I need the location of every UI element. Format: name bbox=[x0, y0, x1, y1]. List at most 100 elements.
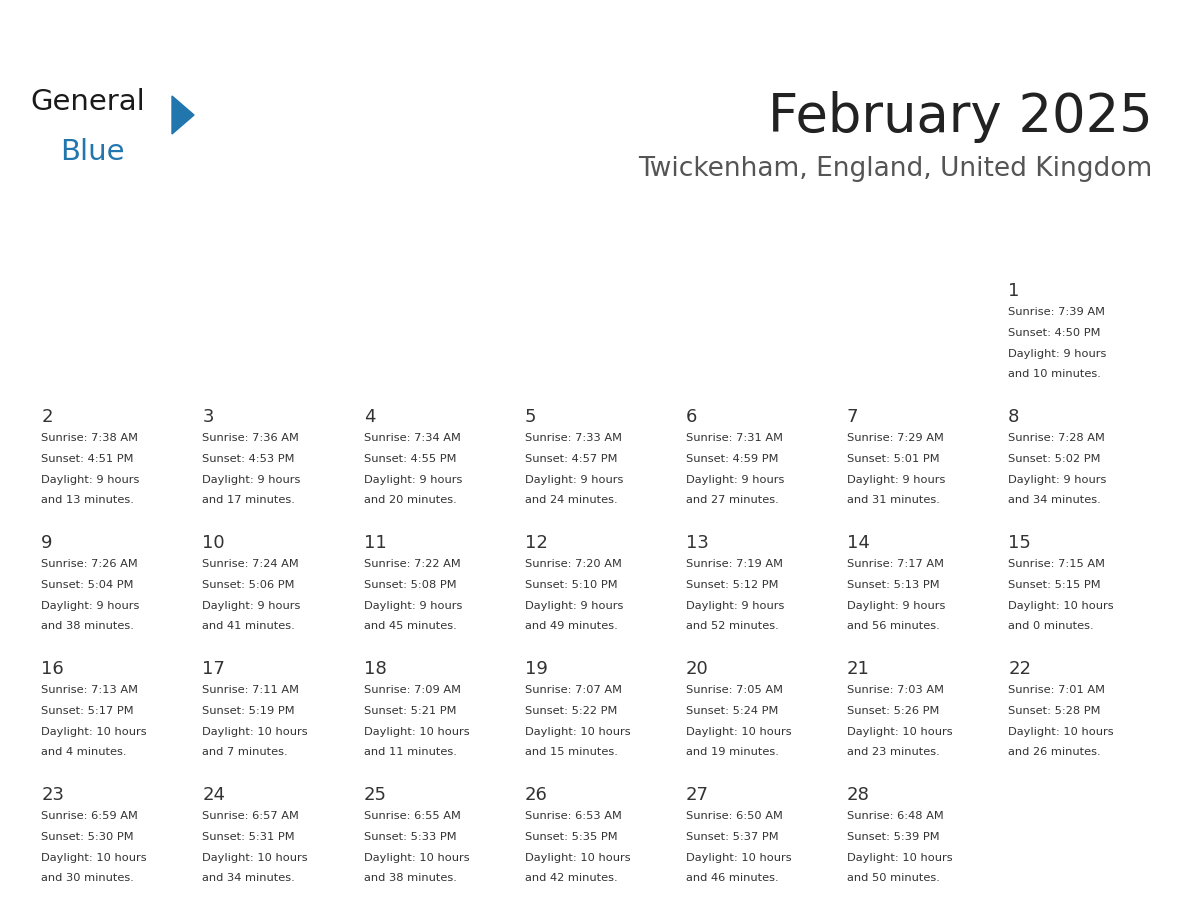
Text: Sunset: 5:26 PM: Sunset: 5:26 PM bbox=[847, 706, 940, 716]
Text: 18: 18 bbox=[364, 660, 386, 677]
Text: Daylight: 10 hours: Daylight: 10 hours bbox=[202, 853, 308, 863]
Text: Thursday: Thursday bbox=[684, 243, 778, 261]
Text: 28: 28 bbox=[847, 786, 870, 804]
Text: 8: 8 bbox=[1009, 408, 1019, 426]
Text: and 23 minutes.: and 23 minutes. bbox=[847, 747, 940, 757]
Text: and 19 minutes.: and 19 minutes. bbox=[685, 747, 778, 757]
Text: 21: 21 bbox=[847, 660, 870, 677]
Text: Sunrise: 7:11 AM: Sunrise: 7:11 AM bbox=[202, 685, 299, 695]
Text: and 34 minutes.: and 34 minutes. bbox=[1009, 496, 1101, 506]
Text: and 13 minutes.: and 13 minutes. bbox=[42, 496, 134, 506]
Text: Daylight: 9 hours: Daylight: 9 hours bbox=[364, 600, 462, 610]
Text: Sunset: 4:55 PM: Sunset: 4:55 PM bbox=[364, 453, 456, 464]
Text: Daylight: 10 hours: Daylight: 10 hours bbox=[364, 727, 469, 736]
Text: Sunset: 4:59 PM: Sunset: 4:59 PM bbox=[685, 453, 778, 464]
Text: Sunrise: 7:28 AM: Sunrise: 7:28 AM bbox=[1009, 433, 1105, 443]
Text: 6: 6 bbox=[685, 408, 697, 426]
Text: Sunset: 5:10 PM: Sunset: 5:10 PM bbox=[525, 580, 618, 589]
Text: and 11 minutes.: and 11 minutes. bbox=[364, 747, 456, 757]
Text: and 10 minutes.: and 10 minutes. bbox=[1009, 369, 1101, 379]
Text: 15: 15 bbox=[1009, 534, 1031, 552]
Text: Monday: Monday bbox=[201, 243, 279, 261]
Text: and 15 minutes.: and 15 minutes. bbox=[525, 747, 618, 757]
Text: Daylight: 9 hours: Daylight: 9 hours bbox=[847, 475, 946, 485]
Text: Friday: Friday bbox=[846, 243, 908, 261]
Text: 20: 20 bbox=[685, 660, 708, 677]
Text: Sunset: 5:02 PM: Sunset: 5:02 PM bbox=[1009, 453, 1100, 464]
Text: February 2025: February 2025 bbox=[767, 91, 1152, 143]
Text: 23: 23 bbox=[42, 786, 64, 804]
Text: Sunrise: 7:39 AM: Sunrise: 7:39 AM bbox=[1009, 307, 1105, 317]
Text: Daylight: 10 hours: Daylight: 10 hours bbox=[847, 853, 953, 863]
Text: Daylight: 10 hours: Daylight: 10 hours bbox=[847, 727, 953, 736]
Text: Daylight: 9 hours: Daylight: 9 hours bbox=[525, 600, 623, 610]
Text: Daylight: 9 hours: Daylight: 9 hours bbox=[1009, 475, 1106, 485]
Text: 5: 5 bbox=[525, 408, 536, 426]
Text: Sunrise: 7:31 AM: Sunrise: 7:31 AM bbox=[685, 433, 783, 443]
Text: 22: 22 bbox=[1009, 660, 1031, 677]
Text: and 7 minutes.: and 7 minutes. bbox=[202, 747, 287, 757]
Text: Sunset: 5:12 PM: Sunset: 5:12 PM bbox=[685, 580, 778, 589]
Text: Sunrise: 6:53 AM: Sunrise: 6:53 AM bbox=[525, 811, 621, 821]
Text: Daylight: 10 hours: Daylight: 10 hours bbox=[364, 853, 469, 863]
Text: 9: 9 bbox=[42, 534, 52, 552]
Text: and 56 minutes.: and 56 minutes. bbox=[847, 621, 940, 632]
Text: and 26 minutes.: and 26 minutes. bbox=[1009, 747, 1101, 757]
Text: Daylight: 9 hours: Daylight: 9 hours bbox=[202, 600, 301, 610]
Text: and 20 minutes.: and 20 minutes. bbox=[364, 496, 456, 506]
Text: Sunset: 5:31 PM: Sunset: 5:31 PM bbox=[202, 832, 295, 842]
Text: Sunset: 4:53 PM: Sunset: 4:53 PM bbox=[202, 453, 295, 464]
Text: Sunrise: 7:24 AM: Sunrise: 7:24 AM bbox=[202, 559, 299, 569]
Text: Sunrise: 6:55 AM: Sunrise: 6:55 AM bbox=[364, 811, 461, 821]
Text: Sunrise: 7:05 AM: Sunrise: 7:05 AM bbox=[685, 685, 783, 695]
Text: Sunset: 5:19 PM: Sunset: 5:19 PM bbox=[202, 706, 295, 716]
Text: and 42 minutes.: and 42 minutes. bbox=[525, 873, 618, 883]
Text: Daylight: 10 hours: Daylight: 10 hours bbox=[202, 727, 308, 736]
Text: Sunrise: 7:38 AM: Sunrise: 7:38 AM bbox=[42, 433, 138, 443]
Text: and 50 minutes.: and 50 minutes. bbox=[847, 873, 940, 883]
Text: Daylight: 9 hours: Daylight: 9 hours bbox=[364, 475, 462, 485]
Text: Sunrise: 7:17 AM: Sunrise: 7:17 AM bbox=[847, 559, 944, 569]
Text: Sunset: 5:01 PM: Sunset: 5:01 PM bbox=[847, 453, 940, 464]
Text: 1: 1 bbox=[1009, 282, 1019, 300]
Text: Daylight: 9 hours: Daylight: 9 hours bbox=[847, 600, 946, 610]
Text: 3: 3 bbox=[202, 408, 214, 426]
Text: Daylight: 9 hours: Daylight: 9 hours bbox=[685, 475, 784, 485]
Text: Sunset: 5:37 PM: Sunset: 5:37 PM bbox=[685, 832, 778, 842]
Text: 13: 13 bbox=[685, 534, 709, 552]
Text: 14: 14 bbox=[847, 534, 870, 552]
Text: 7: 7 bbox=[847, 408, 859, 426]
Text: Saturday: Saturday bbox=[1006, 243, 1098, 261]
Text: and 31 minutes.: and 31 minutes. bbox=[847, 496, 940, 506]
Text: 12: 12 bbox=[525, 534, 548, 552]
Text: Daylight: 9 hours: Daylight: 9 hours bbox=[1009, 349, 1106, 359]
Text: Daylight: 10 hours: Daylight: 10 hours bbox=[42, 853, 147, 863]
Text: Daylight: 9 hours: Daylight: 9 hours bbox=[42, 475, 140, 485]
Text: and 38 minutes.: and 38 minutes. bbox=[42, 621, 134, 632]
Text: 19: 19 bbox=[525, 660, 548, 677]
Text: 11: 11 bbox=[364, 534, 386, 552]
Text: Sunset: 5:13 PM: Sunset: 5:13 PM bbox=[847, 580, 940, 589]
Text: Sunday: Sunday bbox=[39, 243, 114, 261]
Text: Daylight: 10 hours: Daylight: 10 hours bbox=[685, 853, 791, 863]
Text: 16: 16 bbox=[42, 660, 64, 677]
Text: Daylight: 10 hours: Daylight: 10 hours bbox=[525, 727, 631, 736]
Text: Daylight: 9 hours: Daylight: 9 hours bbox=[525, 475, 623, 485]
Text: Sunrise: 7:22 AM: Sunrise: 7:22 AM bbox=[364, 559, 460, 569]
Text: and 4 minutes.: and 4 minutes. bbox=[42, 747, 127, 757]
Text: Sunrise: 7:13 AM: Sunrise: 7:13 AM bbox=[42, 685, 138, 695]
Text: Sunrise: 6:59 AM: Sunrise: 6:59 AM bbox=[42, 811, 138, 821]
Text: 17: 17 bbox=[202, 660, 226, 677]
Text: General: General bbox=[30, 88, 145, 116]
Text: Sunrise: 7:34 AM: Sunrise: 7:34 AM bbox=[364, 433, 461, 443]
Text: Daylight: 10 hours: Daylight: 10 hours bbox=[525, 853, 631, 863]
Text: Sunrise: 7:36 AM: Sunrise: 7:36 AM bbox=[202, 433, 299, 443]
Text: and 41 minutes.: and 41 minutes. bbox=[202, 621, 295, 632]
Text: Daylight: 9 hours: Daylight: 9 hours bbox=[202, 475, 301, 485]
Text: Sunset: 5:33 PM: Sunset: 5:33 PM bbox=[364, 832, 456, 842]
Text: 10: 10 bbox=[202, 534, 225, 552]
Text: Blue: Blue bbox=[61, 138, 125, 166]
Text: Daylight: 9 hours: Daylight: 9 hours bbox=[42, 600, 140, 610]
Text: Daylight: 9 hours: Daylight: 9 hours bbox=[685, 600, 784, 610]
Text: Sunrise: 7:07 AM: Sunrise: 7:07 AM bbox=[525, 685, 621, 695]
